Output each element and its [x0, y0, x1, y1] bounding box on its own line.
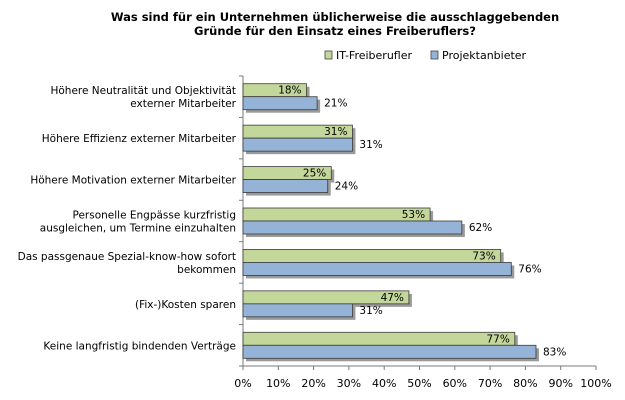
category-label: Höhere Neutralität und Objektivität [50, 85, 236, 97]
data-label: 31% [324, 126, 347, 138]
category-label: Keine langfristig bindenden Verträge [43, 340, 236, 352]
chart-title-line: Was sind für ein Unternehmen üblicherwei… [111, 10, 559, 24]
data-label: 77% [486, 333, 509, 345]
data-label: 83% [543, 346, 566, 358]
bar-it-freiberufler [242, 331, 516, 346]
category-label: Höhere Motivation externer Mitarbeiter [30, 175, 236, 187]
data-label: 31% [359, 305, 382, 317]
x-tick-label: 40% [372, 377, 396, 390]
data-label: 53% [402, 209, 425, 221]
x-tick-label: 80% [513, 377, 537, 390]
bar-it-freiberufler [242, 249, 502, 263]
x-tick-label: 50% [407, 377, 431, 390]
category-label: (Fix-)Kosten sparen [135, 299, 236, 311]
legend-label-1: IT-Freiberufler [336, 49, 412, 62]
x-tick-label: 70% [478, 377, 502, 390]
data-label: 31% [359, 139, 382, 151]
bar-projektanbieter [242, 179, 329, 193]
category-label: ausgleichen, um Termine einzuhalten [40, 223, 236, 235]
bar-projektanbieter [242, 96, 318, 111]
data-label: 62% [469, 222, 492, 234]
category-label: bekommen [177, 264, 236, 276]
legend-swatch-2 [430, 50, 439, 60]
category-label: Höhere Effizienz externer Mitarbeiter [42, 133, 237, 145]
x-tick-label: 0% [234, 377, 251, 390]
bar-projektanbieter [242, 137, 353, 152]
data-label: 76% [518, 263, 541, 275]
bar-projektanbieter [242, 303, 353, 318]
data-label: 21% [324, 98, 347, 110]
data-label: 24% [335, 181, 358, 193]
data-label: 73% [472, 250, 495, 262]
x-tick-label: 60% [443, 377, 467, 390]
x-tick-label: 10% [266, 377, 290, 390]
bar-projektanbieter [242, 262, 512, 276]
category-label: Das passgenaue Spezial-know-how sofort [18, 251, 236, 263]
x-tick-label: 90% [548, 377, 572, 390]
bar-projektanbieter [242, 220, 463, 235]
data-label: 47% [381, 292, 404, 304]
category-label: Personelle Engpässe kurzfristig [72, 210, 236, 222]
x-tick-label: 100% [580, 377, 611, 390]
bar-projektanbieter [242, 344, 537, 359]
category-label: externer Mitarbeiter [130, 98, 236, 110]
x-tick-label: 30% [337, 377, 361, 390]
legend-swatch-1 [324, 50, 333, 60]
chart-title-line: Gründe für den Einsatz eines Freiberufle… [194, 24, 476, 38]
data-label: 25% [303, 168, 326, 180]
legend-label-2: Projektanbieter [442, 49, 527, 62]
data-label: 18% [278, 85, 301, 97]
x-tick-label: 20% [301, 377, 325, 390]
